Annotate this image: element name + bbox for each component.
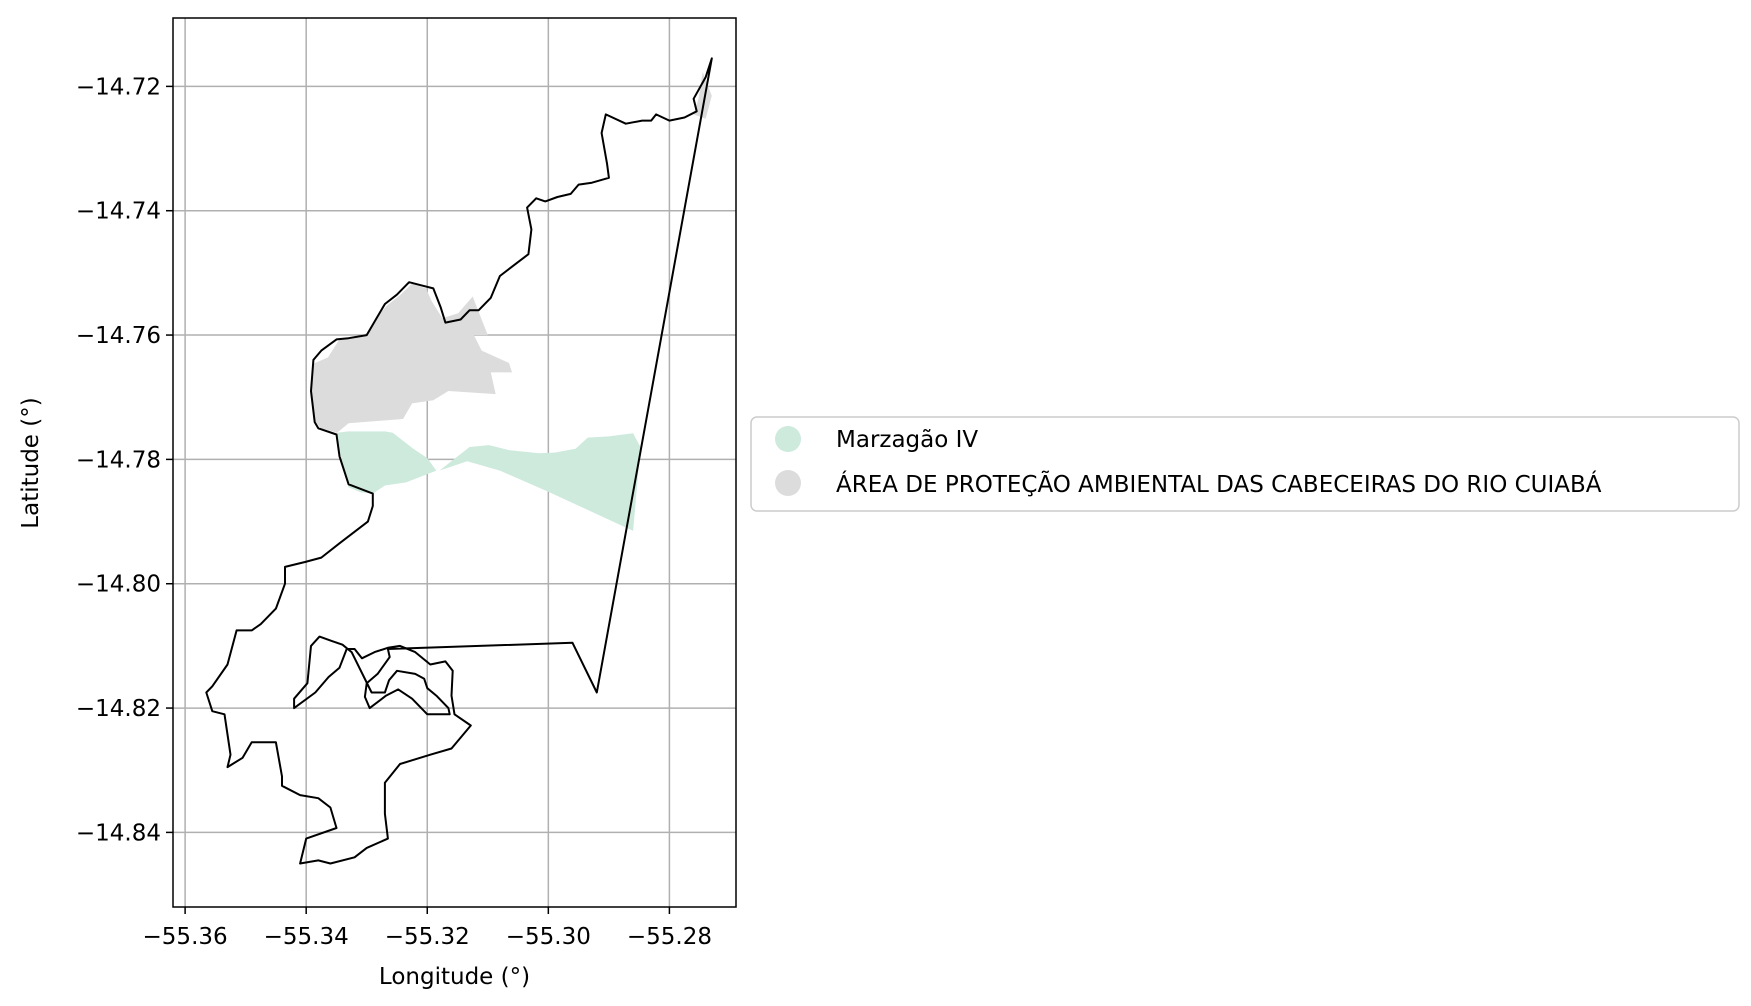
y-tick-label: −14.78 — [76, 447, 161, 473]
legend-marker-marzagao-iv — [775, 426, 801, 452]
boundary-outline-path — [205, 57, 713, 865]
y-tick-label: −14.72 — [76, 74, 161, 100]
x-tick-label: −55.30 — [506, 924, 591, 950]
legend-marker-apa-cabeceiras — [775, 470, 801, 496]
y-tick-label: −14.84 — [76, 820, 161, 846]
legend: Marzagão IV ÁREA DE PROTEÇÃO AMBIENTAL D… — [750, 416, 1740, 512]
boundary-outline — [205, 57, 713, 865]
x-tick-label: −55.34 — [264, 924, 349, 950]
y-tick-label: −14.82 — [76, 696, 161, 722]
legend-label-marzagao-iv: Marzagão IV — [836, 427, 978, 453]
plot-area — [172, 17, 737, 908]
y-tick-label: −14.76 — [76, 323, 161, 349]
y-tick-label: −14.80 — [76, 572, 161, 598]
x-tick-label: −55.36 — [143, 924, 228, 950]
polygon-marzagao-iv — [439, 433, 641, 531]
y-axis-label: Latitude (°) — [18, 397, 44, 528]
x-tick-label: −55.32 — [385, 924, 470, 950]
polygon-marzagao-iv — [337, 431, 437, 494]
polygon-area-de-protecao-ambiental-das-cabeceiras-do-rio-cuiaba — [693, 72, 712, 119]
x-tick-label: −55.28 — [627, 924, 712, 950]
polygon-area-de-protecao-ambiental-das-cabeceiras-do-rio-cuiaba — [311, 283, 512, 433]
axes-frame — [172, 17, 737, 908]
x-axis-label: Longitude (°) — [379, 964, 530, 990]
x-axis-ticks: −55.36 −55.34 −55.32 −55.30 −55.28 — [143, 907, 712, 950]
y-axis-ticks: −14.72 −14.74 −14.76 −14.78 −14.80 −14.82 −14.… — [76, 74, 173, 846]
y-tick-label: −14.74 — [76, 199, 161, 225]
legend-frame — [750, 416, 1740, 512]
legend-label-apa-cabeceiras: ÁREA DE PROTEÇÃO AMBIENTAL DAS CABECEIRA… — [836, 470, 1602, 498]
polygon-layers — [311, 72, 712, 531]
